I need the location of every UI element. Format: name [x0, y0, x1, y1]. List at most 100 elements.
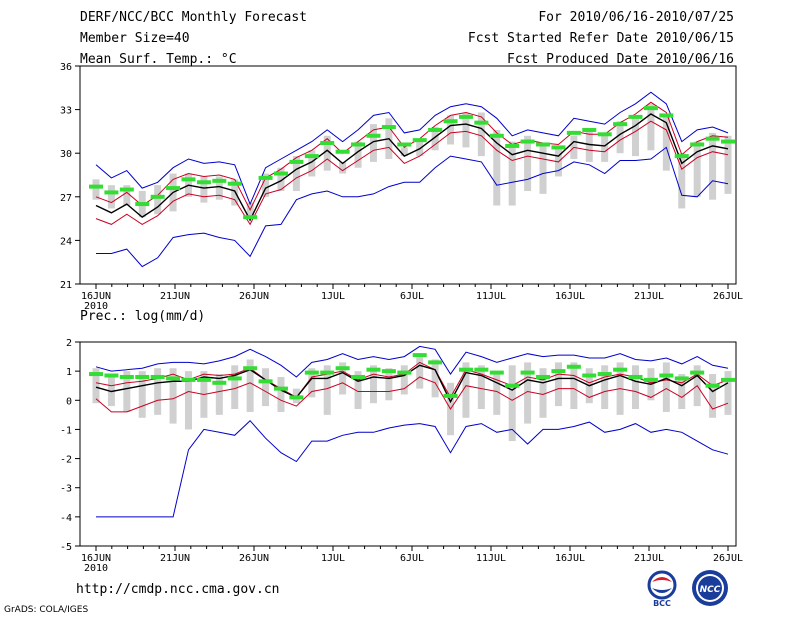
temp-max-line — [95, 91, 729, 206]
prec-spread-bar — [724, 371, 732, 415]
prec-spread-bar — [632, 365, 640, 410]
temp-lower-line — [95, 120, 729, 226]
prec-spread-bar — [508, 365, 516, 442]
prec-median-mark — [458, 367, 473, 372]
temp-spread-bar — [431, 127, 439, 151]
temp-spread-bar — [662, 115, 670, 171]
prec-xtick-label: 6JUL — [400, 553, 424, 564]
prec-spread-bar — [400, 365, 408, 395]
prec-spread-bar — [493, 371, 501, 415]
temp-ytick-label: 27 — [60, 193, 72, 204]
temp-median-mark — [489, 133, 504, 138]
prec-spread-bar — [462, 362, 470, 418]
bcc-logo: BCC — [647, 570, 677, 608]
prec-spread-bar — [570, 362, 578, 410]
temp-xtick-label: 1JUL — [321, 291, 345, 302]
temp-median-mark — [397, 142, 412, 147]
prec-spread-bar — [92, 368, 100, 404]
prec-lower-line — [95, 376, 729, 413]
temp-xtick-label: 11JUL — [476, 291, 506, 302]
temp-ytick-label: 36 — [60, 62, 72, 73]
temp-spread-bar — [200, 176, 208, 203]
temp-median-mark — [659, 113, 674, 118]
prec-ytick-label: -5 — [60, 542, 72, 553]
prec-plot-frame — [79, 341, 737, 547]
temp-spread-bar — [462, 112, 470, 148]
prec-upper-line — [95, 361, 729, 399]
temp-median-mark — [273, 171, 288, 176]
temp-spread-bar — [508, 141, 516, 206]
temp-spread-bar — [477, 112, 485, 157]
temp-spread-bar — [493, 129, 501, 206]
temp-median-mark — [181, 177, 196, 182]
temp-ytick-label: 33 — [60, 106, 72, 117]
temp-median-mark — [289, 159, 304, 164]
prec-median-mark — [196, 377, 211, 382]
prec-xtick-label: 21JUN — [160, 553, 190, 564]
footer-url[interactable]: http://cmdp.ncc.cma.gov.cn — [76, 582, 280, 597]
prec-xtick-label: 16JUL — [555, 553, 585, 564]
prec-spread-bar — [231, 365, 239, 410]
temp-median-mark — [551, 145, 566, 150]
prec-spread-bar — [323, 365, 331, 415]
prec-spread-bar — [215, 374, 223, 415]
prec-variable-label: Prec.: log(mm/d) — [80, 309, 205, 324]
temp-spread-bar — [308, 150, 316, 177]
prec-xtick-label: 11JUL — [476, 553, 506, 564]
temp-median-mark — [536, 142, 551, 147]
temp-spread-bar — [400, 147, 408, 157]
temp-median-mark — [320, 141, 335, 146]
prec-year-label: 2010 — [84, 563, 108, 574]
prec-ytick-label: 1 — [66, 367, 72, 378]
prec-median-mark — [381, 369, 396, 374]
temp-median-mark — [351, 142, 366, 147]
prec-spread-bar — [678, 374, 686, 410]
prec-median-mark — [227, 376, 242, 381]
prec-median-mark — [613, 367, 628, 372]
member-size: Member Size=40 — [80, 31, 190, 46]
prec-median-mark — [212, 380, 227, 385]
prec-median-mark — [412, 353, 427, 358]
prec-median-mark — [366, 367, 381, 372]
temp-xtick-label: 21JUL — [634, 291, 664, 302]
prec-median-mark — [119, 374, 134, 379]
prec-median-mark — [304, 370, 319, 375]
temp-spread-bar — [693, 141, 701, 197]
prec-spread-bar — [277, 376, 285, 412]
temp-spread-bar — [416, 138, 424, 157]
header-right: For 2010/06/16-2010/07/25 Fcst Started R… — [468, 10, 734, 73]
temp-plot-frame — [79, 65, 737, 285]
prec-spread-bar — [539, 368, 547, 418]
prec-spread-bar — [184, 371, 192, 430]
temp-spread-bar — [616, 121, 624, 154]
temp-median-mark — [304, 154, 319, 159]
temp-spread-bar — [339, 161, 347, 174]
prec-median-mark — [628, 374, 643, 379]
temp-median-mark — [643, 106, 658, 111]
forecast-period: For 2010/06/16-2010/07/25 — [538, 10, 734, 25]
temp-spread-bar — [154, 185, 162, 215]
prec-spread-bar — [339, 362, 347, 395]
ncc-logo: NCC — [692, 570, 728, 606]
temp-spread-bar — [262, 173, 270, 197]
prec-median-mark — [721, 377, 735, 382]
bcc-logo-text: BCC — [653, 599, 671, 608]
prec-median-mark — [659, 373, 674, 378]
temp-spread-bar — [632, 118, 640, 157]
prec-median-mark — [351, 374, 366, 379]
started-refer-date: Fcst Started Refer Date 2010/06/15 — [467, 31, 734, 46]
temp-spread-bar — [277, 167, 285, 191]
temp-median-mark — [628, 114, 643, 119]
prec-spread-bar — [123, 371, 131, 412]
temp-median-mark — [227, 181, 242, 186]
temp-xtick-label: 26JUN — [239, 291, 269, 302]
temp-median-mark — [721, 139, 735, 144]
temp-median-mark — [520, 139, 535, 144]
prec-median-mark — [443, 393, 458, 398]
prec-spread-bar — [709, 374, 717, 418]
prec-median-mark — [289, 395, 304, 400]
temp-spread-bar — [585, 129, 593, 162]
temp-year-label: 2010 — [84, 301, 108, 312]
temp-median-mark — [119, 187, 134, 192]
temp-xtick-label: 21JUN — [160, 291, 190, 302]
